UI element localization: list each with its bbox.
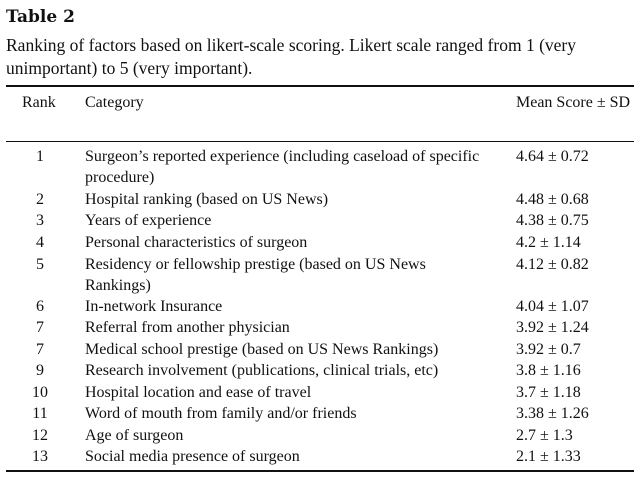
row-rank: 5: [36, 256, 44, 273]
row-score: 2.7 ± 1.3: [516, 427, 573, 444]
row-rank: 7: [36, 341, 44, 358]
row-category: In-network Insurance: [85, 298, 223, 315]
header-rule: [6, 141, 634, 142]
row-category: Residency or fellowship prestige (based …: [85, 256, 426, 294]
row-score: 4.12 ± 0.82: [516, 256, 589, 273]
row-score: 3.8 ± 1.16: [516, 362, 581, 379]
row-rank: 2: [36, 191, 44, 208]
row-category: Hospital location and ease of travel: [85, 384, 312, 401]
row-score: 4.38 ± 0.75: [516, 212, 589, 229]
header-rank: Rank: [22, 94, 56, 111]
table-caption: Ranking of factors based on likert-scale…: [6, 35, 576, 78]
row-category: Referral from another physician: [85, 319, 290, 336]
row-rank: 12: [32, 427, 48, 444]
row-category: Age of surgeon: [85, 427, 184, 444]
top-rule: [6, 85, 634, 87]
row-rank: 6: [36, 298, 44, 315]
row-score: 3.92 ± 1.24: [516, 319, 589, 336]
row-category: Hospital ranking (based on US News): [85, 191, 329, 208]
row-rank: 1: [36, 148, 44, 165]
row-score: 4.64 ± 0.72: [516, 148, 589, 165]
row-score: 4.2 ± 1.14: [516, 234, 581, 251]
table-title: Table 2: [6, 7, 75, 27]
row-rank: 7: [36, 319, 44, 336]
row-rank: 13: [32, 448, 48, 465]
row-category: Medical school prestige (based on US New…: [85, 341, 439, 358]
bottom-rule: [6, 470, 634, 472]
row-score: 3.7 ± 1.18: [516, 384, 581, 401]
row-rank: 11: [32, 405, 48, 422]
row-rank: 3: [36, 212, 44, 229]
row-rank: 9: [36, 362, 44, 379]
row-category: Surgeon’s reported experience (including…: [85, 148, 480, 186]
row-score: 2.1 ± 1.33: [516, 448, 581, 465]
row-category: Social media presence of surgeon: [85, 448, 300, 465]
header-category: Category: [85, 94, 144, 111]
row-rank: 10: [32, 384, 48, 401]
row-score: 3.92 ± 0.7: [516, 341, 581, 358]
row-category: Word of mouth from family and/or friends: [85, 405, 357, 422]
row-score: 4.04 ± 1.07: [516, 298, 589, 315]
row-rank: 4: [36, 234, 44, 251]
header-mean-score: Mean Score ± SD: [516, 94, 631, 111]
row-category: Personal characteristics of surgeon: [85, 234, 308, 251]
row-category: Research involvement (publications, clin…: [85, 362, 439, 379]
row-score: 4.48 ± 0.68: [516, 191, 589, 208]
row-category: Years of experience: [85, 212, 212, 229]
row-score: 3.38 ± 1.26: [516, 405, 589, 422]
